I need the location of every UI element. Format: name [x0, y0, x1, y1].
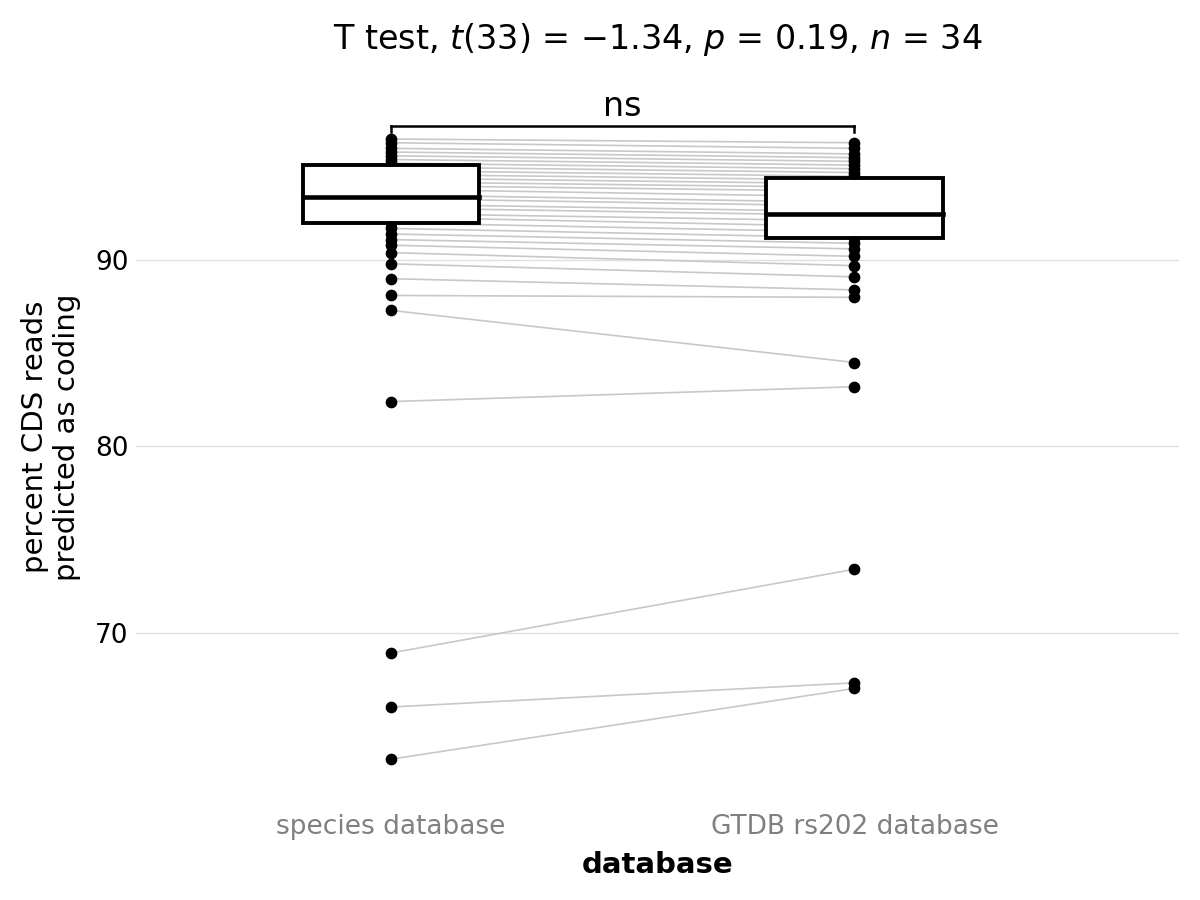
Point: [382, 178, 401, 193]
Y-axis label: percent CDS reads
predicted as coding: percent CDS reads predicted as coding: [20, 293, 82, 580]
Bar: [302, 165, 479, 223]
Point: [845, 270, 864, 284]
Point: [382, 164, 401, 178]
Point: [845, 150, 864, 165]
Point: [845, 176, 864, 191]
Point: [382, 145, 401, 159]
Point: [845, 154, 864, 168]
Point: [845, 225, 864, 239]
Point: [382, 156, 401, 170]
Point: [382, 136, 401, 150]
Point: [382, 227, 401, 241]
Point: [382, 160, 401, 175]
Point: [382, 197, 401, 211]
Point: [382, 272, 401, 286]
Point: [382, 232, 401, 247]
Point: [845, 147, 864, 161]
Point: [382, 152, 401, 166]
Point: [382, 141, 401, 156]
Point: [845, 158, 864, 172]
Point: [382, 188, 401, 202]
Point: [382, 303, 401, 318]
Point: [845, 199, 864, 213]
Point: [845, 258, 864, 273]
Point: [845, 220, 864, 234]
Point: [845, 290, 864, 304]
Point: [382, 646, 401, 661]
Point: [845, 204, 864, 219]
Point: [845, 249, 864, 264]
Point: [845, 214, 864, 229]
Point: [845, 184, 864, 198]
Point: [845, 676, 864, 690]
Point: [845, 190, 864, 204]
Point: [382, 256, 401, 271]
Point: [382, 167, 401, 182]
Point: [845, 380, 864, 394]
Point: [845, 141, 864, 156]
Point: [845, 136, 864, 150]
Point: [382, 238, 401, 252]
Point: [382, 210, 401, 224]
Text: ns: ns: [604, 90, 642, 123]
Bar: [767, 178, 943, 238]
Point: [382, 394, 401, 409]
Point: [382, 246, 401, 260]
Point: [845, 169, 864, 184]
Point: [845, 208, 864, 222]
Point: [845, 173, 864, 187]
Point: [382, 182, 401, 196]
Point: [845, 180, 864, 194]
Point: [382, 131, 401, 146]
Point: [845, 162, 864, 176]
Point: [845, 230, 864, 245]
Point: [382, 206, 401, 220]
Title: T test, $\it{t}$(33) = $-$1.34, $\it{p}$ = 0.19, $\it{n}$ = 34: T test, $\it{t}$(33) = $-$1.34, $\it{p}$…: [332, 21, 982, 58]
Point: [845, 195, 864, 210]
Point: [382, 221, 401, 236]
Point: [845, 356, 864, 370]
Point: [382, 288, 401, 302]
Point: [382, 192, 401, 206]
Point: [382, 700, 401, 715]
Point: [382, 216, 401, 230]
Point: [845, 681, 864, 696]
Point: [845, 242, 864, 256]
Point: [382, 175, 401, 189]
Point: [845, 236, 864, 250]
Point: [845, 283, 864, 297]
Point: [382, 171, 401, 185]
Point: [845, 562, 864, 576]
Point: [382, 148, 401, 163]
Point: [845, 166, 864, 180]
X-axis label: database: database: [582, 851, 733, 879]
Point: [382, 752, 401, 767]
Point: [382, 201, 401, 215]
